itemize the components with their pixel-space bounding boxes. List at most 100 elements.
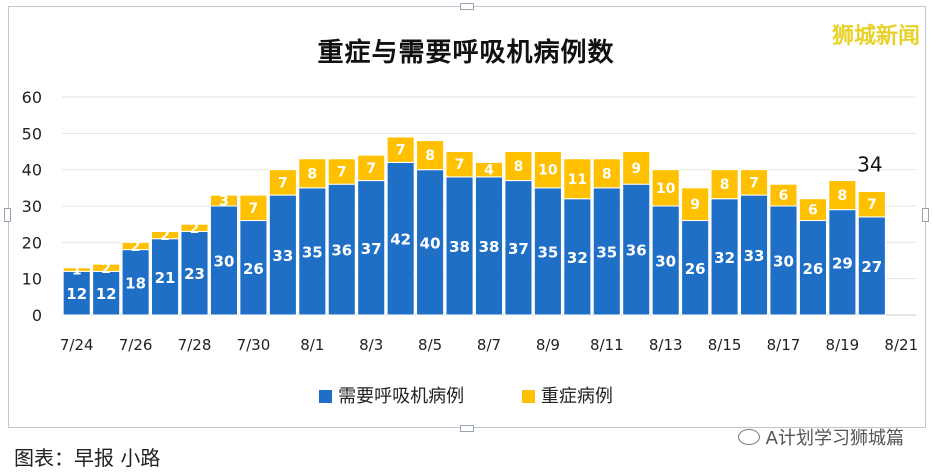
bar-ventilator: [357, 180, 386, 316]
data-label-ventilator: 29: [832, 254, 853, 272]
wechat-icon: [737, 429, 760, 445]
data-label-ventilator: 32: [714, 249, 735, 267]
data-label-ventilator: 30: [773, 253, 794, 271]
data-label-severe: 7: [337, 164, 347, 180]
legend: 需要呼吸机病例 重症病例: [0, 382, 932, 408]
bar-ventilator: [710, 198, 739, 316]
y-tick-label: 10: [22, 270, 42, 289]
y-tick-label: 20: [22, 233, 42, 252]
bar-ventilator: [121, 249, 150, 316]
data-label-ventilator: 40: [420, 234, 441, 252]
data-label-severe: 8: [514, 159, 524, 175]
data-label-severe: 10: [538, 163, 558, 179]
x-tick-label: 7/30: [237, 336, 271, 354]
x-tick-label: 7/26: [119, 336, 153, 354]
data-label-severe: 4: [484, 163, 494, 179]
bar-severe: [828, 180, 857, 211]
data-label-severe: 7: [249, 201, 259, 217]
data-label-severe: 9: [631, 161, 641, 177]
x-tick-label: 8/17: [767, 336, 801, 354]
data-label-severe: 7: [396, 143, 406, 159]
x-tick-label: 8/19: [826, 336, 860, 354]
bar-severe: [710, 169, 739, 200]
data-label-severe: 10: [656, 181, 676, 197]
legend-item-severe: 重症病例: [521, 382, 613, 408]
bar-severe: [121, 241, 150, 251]
data-label-ventilator: 30: [655, 253, 676, 271]
data-label-ventilator: 38: [479, 238, 500, 256]
x-tick-label: 8/5: [418, 336, 442, 354]
bar-severe: [592, 158, 621, 189]
legend-label-ventilator: 需要呼吸机病例: [338, 386, 465, 407]
bar-severe: [386, 136, 415, 163]
data-label-severe: 9: [690, 197, 700, 213]
bar-severe: [798, 198, 827, 222]
data-label-ventilator: 35: [537, 243, 558, 261]
data-label-severe: 2: [190, 221, 200, 237]
resize-handle-bottom[interactable]: [460, 425, 474, 432]
wechat-tag: A计划学习狮城篇: [737, 424, 904, 450]
bar-severe: [239, 194, 268, 222]
data-label-ventilator: 36: [626, 242, 647, 260]
bar-ventilator: [327, 183, 356, 316]
data-label-severe: 2: [131, 239, 141, 255]
bar-severe: [504, 151, 533, 182]
resize-handle-left[interactable]: [4, 208, 11, 222]
data-label-ventilator: 30: [214, 253, 235, 271]
legend-swatch-severe: [521, 390, 535, 403]
data-label-ventilator: 12: [96, 285, 117, 303]
data-label-severe: 3: [219, 194, 229, 210]
bar-ventilator: [828, 209, 857, 316]
data-label-ventilator: 33: [744, 247, 765, 265]
total-annotation: 34: [857, 152, 882, 176]
x-tick-label: 8/21: [884, 336, 918, 354]
legend-label-severe: 重症病例: [540, 386, 613, 407]
data-label-severe: 8: [838, 188, 848, 204]
data-label-ventilator: 35: [596, 243, 617, 261]
data-label-ventilator: 33: [272, 247, 293, 265]
x-tick-label: 8/11: [590, 336, 624, 354]
bar-ventilator: [857, 216, 886, 316]
bar-ventilator: [180, 230, 209, 316]
x-tick-label: 7/24: [60, 336, 94, 354]
bar-severe: [416, 140, 445, 171]
x-tick-label: 8/15: [708, 336, 742, 354]
data-label-severe: 11: [568, 172, 587, 188]
data-label-ventilator: 36: [331, 242, 352, 260]
bar-ventilator: [239, 220, 268, 316]
bar-ventilator: [563, 198, 592, 316]
wechat-label: A计划学习狮城篇: [765, 428, 904, 449]
data-label-severe: 1: [72, 263, 82, 279]
y-tick-label: 40: [22, 161, 42, 180]
bar-ventilator: [445, 176, 474, 316]
bar-severe: [151, 230, 180, 240]
bar-severe: [681, 187, 710, 222]
bar-ventilator: [651, 205, 680, 316]
data-label-severe: 7: [749, 175, 759, 191]
bar-severe: [622, 151, 651, 185]
resize-handle-top[interactable]: [460, 3, 474, 10]
data-label-ventilator: 42: [390, 231, 411, 249]
legend-item-ventilator: 需要呼吸机病例: [319, 382, 464, 408]
bar-severe: [62, 267, 91, 272]
data-label-ventilator: 26: [685, 260, 706, 278]
data-label-severe: 8: [720, 177, 730, 193]
chart-title: 重症与需要呼吸机病例数: [317, 38, 615, 68]
data-label-ventilator: 35: [302, 243, 323, 261]
data-label-ventilator: 38: [449, 238, 470, 256]
bar-severe: [857, 190, 886, 218]
data-label-severe: 2: [160, 228, 170, 244]
data-label-ventilator: 26: [243, 260, 264, 278]
bar-ventilator: [268, 194, 297, 316]
bar-severe: [92, 263, 121, 272]
y-tick-label: 60: [22, 88, 42, 107]
legend-swatch-ventilator: [319, 390, 333, 403]
data-label-severe: 7: [455, 157, 465, 173]
y-tick-label: 0: [32, 306, 42, 325]
resize-handle-right[interactable]: [922, 208, 929, 222]
bar-ventilator: [622, 183, 651, 316]
bar-severe: [651, 169, 680, 207]
bar-severe: [533, 151, 562, 189]
data-label-severe: 7: [867, 197, 877, 213]
